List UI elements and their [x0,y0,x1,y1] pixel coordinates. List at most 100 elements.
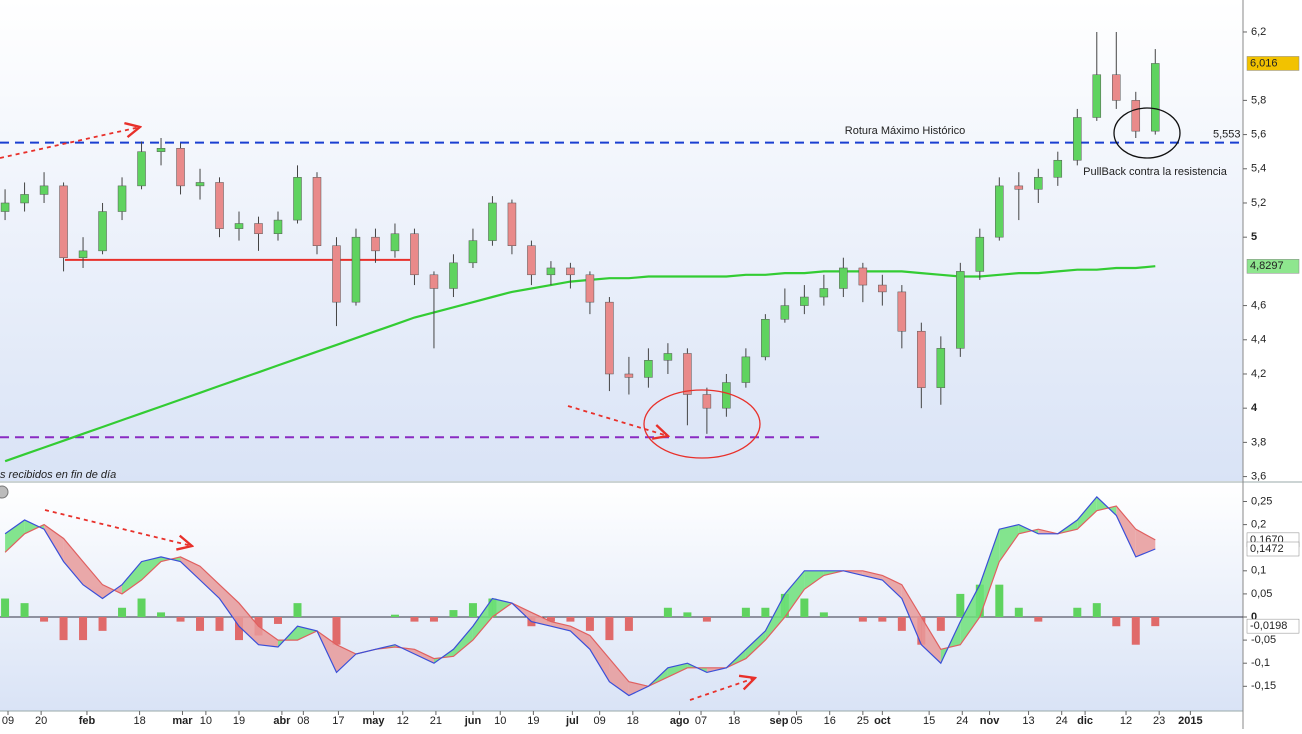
candle-body [819,288,829,298]
y-tick-label: 5,6 [1251,128,1266,140]
candle-body [780,305,790,320]
candle-body [1131,100,1141,132]
y-tick-label: 0 [1251,611,1257,623]
candle-body [1112,74,1121,101]
macd-fill [1018,524,1039,534]
candle-body [98,211,107,252]
x-tick-label: 13 [1022,715,1034,727]
y-tick-label: 5 [1251,231,1257,243]
x-tick-label: 10 [200,715,212,727]
candle-body [215,182,224,229]
candle-body [975,236,985,272]
histogram-bar [800,598,809,618]
trend-arrow [567,405,668,436]
macd-fill [765,593,785,641]
histogram-bar [1073,607,1082,618]
histogram-bar [137,598,146,618]
annotation: Rotura Máximo Histórico [845,125,965,137]
macd-fill [180,556,200,580]
x-tick-label: 24 [956,715,968,727]
candle-body [0,202,10,212]
candle-body [78,250,88,258]
annotation: PullBack contra la resistencia [1083,166,1228,178]
macd-fill [141,556,161,580]
x-tick-label: 21 [430,715,442,727]
histogram-bar [995,584,1004,618]
candle-body [761,319,770,358]
y-tick-label: 4 [1251,402,1258,414]
candle-body [117,185,127,212]
candle-body [156,148,166,152]
y-tick-label: 3,6 [1251,470,1266,482]
candle-body [800,296,809,306]
macd-fill [1135,529,1156,557]
x-tick-label: 12 [397,715,409,727]
candle-body [137,151,146,187]
candle-body [839,267,848,289]
y-tick-label: 0,1 [1251,565,1266,577]
macd-fill [804,570,824,590]
trend-arrow [44,509,192,546]
candle-body [1034,177,1043,190]
macd-fill [239,603,259,645]
macd-fill [745,630,766,659]
candle-body [20,194,29,204]
candle-body [527,245,536,276]
histogram-bar [40,617,49,622]
value-tag [1246,56,1300,71]
x-tick-label: 19 [527,715,539,727]
histogram-bar [683,612,692,618]
y-tick-label: -0,15 [1251,680,1276,692]
x-tick-label: 15 [923,715,935,727]
candle-body [1151,63,1160,132]
candle-body [605,301,614,375]
x-tick-label: 09 [594,715,606,727]
highlight-circle [643,389,761,459]
histogram-bar [98,617,107,631]
histogram-bar [429,617,438,622]
histogram-bar [273,617,282,624]
macd-fill [219,584,239,627]
candle-body [897,291,907,332]
x-tick-label: 18 [728,715,740,727]
x-tick-label: jul [565,715,579,727]
x-tick-label: 12 [1120,715,1132,727]
x-tick-label: ago [670,715,690,727]
macd-fill [550,621,571,631]
x-tick-label: nov [980,715,1000,727]
y-tick-label: 3,8 [1251,436,1266,448]
candle-body [741,356,751,383]
value-tag-label: -0,0198 [1250,620,1287,632]
x-tick-label: feb [79,715,96,727]
candle-body [273,219,283,235]
candle-body [332,245,341,303]
candle-body [936,348,946,388]
x-tick-label: 24 [1056,715,1068,727]
macd-fill [901,584,922,645]
x-tick-label: 18 [627,715,639,727]
trend-arrow [689,678,755,701]
price-panel [0,0,1243,481]
x-tick-label: dic [1077,715,1093,727]
candle-body [683,353,692,395]
macd-fill [297,626,317,641]
histogram-bar [956,593,965,618]
macd-fill [784,570,805,617]
histogram-bar [390,614,399,618]
candle-body [195,182,205,187]
candle-body [1073,117,1082,161]
candle-body [468,240,478,264]
x-tick-label: 25 [857,715,869,727]
histogram-bar [878,617,887,622]
macd-fill [1116,506,1136,557]
macd-fill [589,635,610,682]
histogram-bar [410,617,419,622]
value-tag-label: 6,016 [1250,57,1278,69]
panel-icon [0,485,9,499]
macd-fill [862,570,883,580]
candle-body [1053,159,1063,178]
macd-fill [63,538,83,585]
candle-body [429,274,439,289]
histogram-bar [176,617,185,622]
